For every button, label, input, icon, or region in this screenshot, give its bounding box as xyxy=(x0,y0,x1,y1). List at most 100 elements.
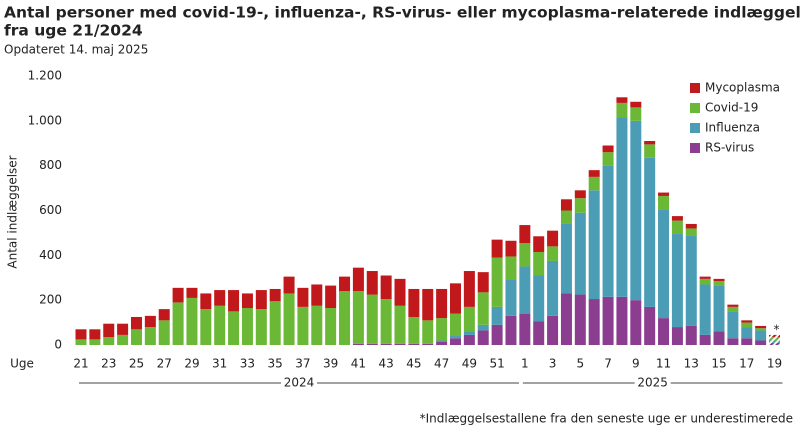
bar-segment xyxy=(547,230,559,247)
x-axis-label: Uge xyxy=(10,357,34,371)
bar-segment xyxy=(463,306,475,332)
x-tick-label: 27 xyxy=(157,357,172,371)
bar-segment xyxy=(477,272,489,293)
bar-segment xyxy=(602,145,614,153)
bar-segment xyxy=(366,294,378,344)
bar-segment xyxy=(769,337,780,341)
bar-segment xyxy=(685,325,697,345)
bar-segment xyxy=(602,165,614,297)
x-tick-label: 5 xyxy=(576,357,584,371)
bar-segment xyxy=(422,320,434,344)
bar-segment xyxy=(699,284,711,335)
bar-segment xyxy=(283,276,295,294)
bar-segment xyxy=(574,190,586,199)
legend-label: Covid-19 xyxy=(705,101,758,115)
bar-segment xyxy=(630,120,642,301)
bar-segment xyxy=(491,306,503,325)
x-tick-label: 25 xyxy=(129,357,144,371)
bar-segment xyxy=(505,256,517,280)
bar-segment xyxy=(685,228,697,236)
bar-segment xyxy=(713,331,725,345)
bar-segment xyxy=(533,251,545,276)
chart-title-line: Antal personer med covid-19-, influenza-… xyxy=(4,4,800,22)
bar-segment xyxy=(741,327,753,339)
bar-segment xyxy=(644,144,656,158)
x-tick-label: 31 xyxy=(212,357,227,371)
bar-segment xyxy=(228,290,240,312)
legend-swatch xyxy=(690,143,700,153)
bar-segment xyxy=(671,327,683,345)
x-tick-label: 19 xyxy=(767,357,782,371)
bar-segment xyxy=(658,209,670,319)
bar-segment xyxy=(297,306,309,345)
bar-segment xyxy=(727,306,739,312)
y-tick-label: 600 xyxy=(39,203,62,217)
bar-segment xyxy=(158,309,170,321)
bar-segment xyxy=(630,107,642,121)
bar-segment xyxy=(602,152,614,166)
bar-segment xyxy=(449,336,461,339)
bar-segment xyxy=(574,294,586,345)
bar-segment xyxy=(241,308,253,345)
bar-segment xyxy=(269,301,281,345)
bar-segment xyxy=(755,340,767,345)
bar-segment xyxy=(214,305,226,345)
bar-segment xyxy=(75,339,87,345)
bar-segment xyxy=(89,339,101,345)
x-tick-label: 41 xyxy=(351,357,366,371)
bar-segment xyxy=(685,223,697,229)
x-tick-label: 43 xyxy=(378,357,393,371)
bar-segment xyxy=(477,330,489,345)
bar-segment xyxy=(366,343,378,345)
x-tick-label: 37 xyxy=(295,357,310,371)
legend-swatch xyxy=(690,83,700,93)
bar-segment xyxy=(436,341,448,345)
bar-segment xyxy=(422,288,434,321)
bar-segment xyxy=(394,305,406,344)
x-tick-label: 9 xyxy=(632,357,640,371)
bar-segment xyxy=(727,304,739,307)
bar-segment xyxy=(463,331,475,335)
x-tick-label: 13 xyxy=(684,357,699,371)
bar-segment xyxy=(519,243,531,267)
bar-segment xyxy=(658,195,670,210)
bar-segment xyxy=(533,236,545,252)
legend-swatch xyxy=(690,103,700,113)
legend-label: Influenza xyxy=(705,121,760,135)
bar-segment xyxy=(671,220,683,235)
bar-segment xyxy=(380,275,392,300)
bar-segment xyxy=(491,257,503,307)
bar-segment xyxy=(616,102,628,118)
bar-segment xyxy=(769,342,780,345)
bar-segment xyxy=(158,320,170,345)
x-tick-label: 7 xyxy=(604,357,612,371)
y-tick-label: 200 xyxy=(39,293,62,307)
bar-segment xyxy=(741,320,753,323)
bar-segment xyxy=(741,322,753,328)
bar-segment xyxy=(200,293,212,310)
bar-segment xyxy=(671,234,683,328)
bar-segment xyxy=(352,267,364,292)
bar-segment xyxy=(144,315,156,328)
bar-segment xyxy=(699,278,711,285)
bar-segment xyxy=(436,288,448,319)
bar-segment xyxy=(449,313,461,337)
x-group-label: 2024 xyxy=(284,376,315,390)
bar-segment xyxy=(228,311,240,345)
bar-segment xyxy=(408,316,420,344)
bar-segment xyxy=(352,291,364,344)
bar-segment xyxy=(255,309,267,345)
bar-segment xyxy=(741,338,753,345)
bar-segment xyxy=(117,323,129,335)
y-tick-label: 0 xyxy=(54,338,62,352)
bar-segment xyxy=(658,192,670,196)
bar-segment xyxy=(574,212,586,295)
bar-segment xyxy=(547,246,559,261)
x-tick-label: 49 xyxy=(462,357,477,371)
bar-segment xyxy=(408,288,420,317)
bar-segment xyxy=(588,170,600,177)
chart-title-line: fra uge 21/2024 xyxy=(4,22,143,40)
x-tick-label: 39 xyxy=(323,357,338,371)
bar-segment xyxy=(491,239,503,258)
bar-segment xyxy=(366,271,378,295)
